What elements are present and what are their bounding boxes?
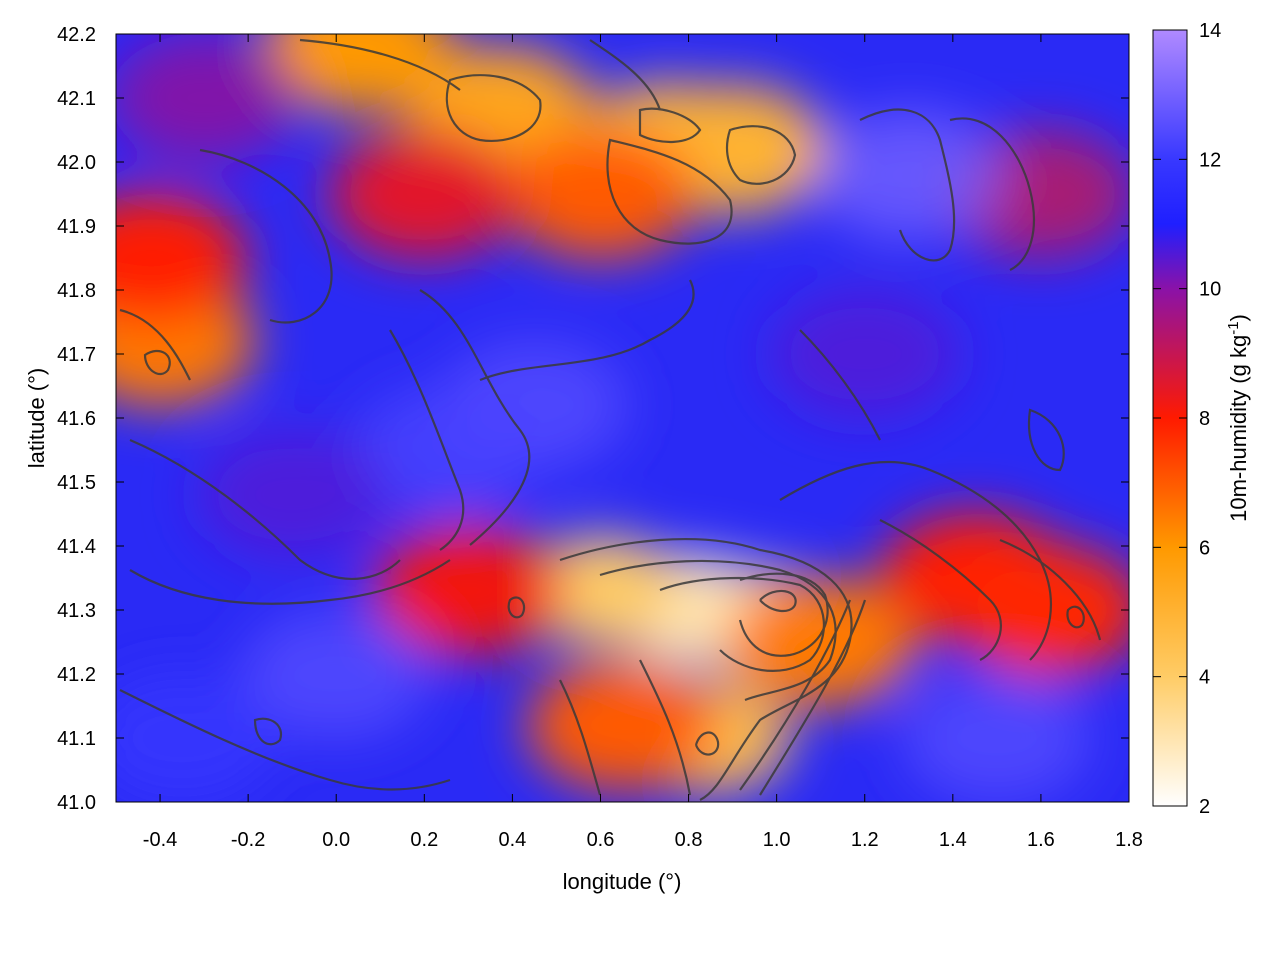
contour-line [725, 125, 797, 185]
contour-line [879, 519, 1002, 661]
field-sample [813, 109, 1004, 240]
field-sample [116, 34, 300, 163]
field-sample [351, 385, 542, 515]
x-axis: -0.4 -0.2 0.0 0.2 0.4 0.6 0.8 1.0 1.2 1.4 1.6 1.8 [143, 34, 1143, 851]
contour-line [129, 438, 401, 581]
y-tick-label: 41.5 [57, 472, 96, 494]
contour-line [759, 589, 797, 613]
field-sample [505, 129, 696, 259]
colorbar-tick-label: 14 [1199, 20, 1221, 42]
contour-line [199, 148, 333, 324]
x-tick-label: 0.8 [675, 829, 703, 851]
contour-line [507, 596, 526, 619]
contour-line [559, 679, 602, 796]
field-sample [527, 660, 718, 791]
x-tick-label: 0.6 [587, 829, 615, 851]
field-sample [520, 535, 681, 646]
y-tick-label: 42.2 [57, 24, 96, 46]
colorbar-tick-label: 10 [1199, 279, 1221, 301]
x-tick-label: 1.6 [1027, 829, 1055, 851]
contour-line [606, 138, 733, 245]
field-sample [241, 609, 432, 739]
field-sample [116, 193, 247, 323]
field-sample [954, 545, 1129, 675]
contour-line [299, 38, 461, 91]
plot-area [116, 34, 1129, 802]
contour-line [253, 717, 283, 746]
contour-line [1027, 408, 1065, 472]
y-tick-label: 41.6 [57, 408, 96, 430]
x-tick-label: -0.2 [231, 829, 265, 851]
contour-line [738, 572, 829, 657]
y-tick-label: 41.1 [57, 728, 96, 750]
x-axis-title: longitude (°) [563, 869, 682, 894]
contour-line [589, 39, 662, 111]
field-sample [769, 289, 960, 419]
colorbar-title: 10m-humidity (g kg-1) [1225, 314, 1252, 522]
contour-line [739, 599, 852, 791]
contour-line [759, 599, 867, 796]
contour-line [119, 689, 451, 791]
contour-line [859, 108, 956, 262]
field-sample [329, 129, 520, 259]
field-sample [116, 673, 278, 802]
contour-line [799, 329, 881, 441]
contour-line [129, 559, 451, 605]
y-tick-label: 41.4 [57, 536, 96, 558]
x-tick-label: 1.4 [939, 829, 967, 851]
colorbar-tick-label: 2 [1199, 796, 1210, 818]
x-tick-label: -0.4 [143, 829, 177, 851]
humidity-field [116, 34, 1129, 802]
contour-line [779, 460, 1052, 661]
contour-lines [119, 38, 1102, 801]
colorbar-tick-label: 4 [1199, 667, 1210, 689]
contour-line [389, 329, 465, 551]
contour-line [599, 559, 837, 702]
contour-line [445, 74, 542, 143]
contour-line [479, 279, 695, 382]
x-tick-label: 0.4 [498, 829, 526, 851]
x-tick-label: 1.0 [763, 829, 791, 851]
colorbar-tick-label: 6 [1199, 537, 1210, 559]
y-tick-label: 41.7 [57, 344, 96, 366]
colorbar-ticks: 2 4 6 8 10 12 14 [1153, 20, 1221, 818]
field-sample [263, 34, 454, 112]
contour-line [999, 538, 1102, 641]
contour-line [119, 308, 191, 381]
x-tick-label: 0.2 [410, 829, 438, 851]
contour-line [659, 576, 826, 672]
y-tick-label: 41.8 [57, 280, 96, 302]
y-axis: 41.0 41.1 41.2 41.3 41.4 41.5 41.6 41.7 41.8 41.9… [57, 24, 1129, 814]
y-tick-label: 41.2 [57, 664, 96, 686]
contour-line [419, 289, 531, 546]
contour-line [694, 731, 720, 756]
x-tick-label: 1.2 [851, 829, 879, 851]
y-axis-title: latitude (°) [24, 368, 49, 469]
x-tick-label: 1.8 [1115, 829, 1143, 851]
x-tick-label: 0.0 [322, 829, 350, 851]
y-tick-label: 41.0 [57, 792, 96, 814]
contour-line [1066, 605, 1085, 629]
colorbar-tick-label: 8 [1199, 408, 1210, 430]
contour-line [639, 659, 692, 796]
y-tick-label: 42.0 [57, 152, 96, 174]
colorbar-title-exponent: -1 [1225, 321, 1242, 334]
field-sample [373, 525, 564, 656]
y-tick-label: 41.3 [57, 600, 96, 622]
y-tick-label: 41.9 [57, 216, 96, 238]
contour-line [949, 117, 1035, 271]
field-sample [197, 429, 388, 560]
colorbar-tick-label: 12 [1199, 149, 1221, 171]
contour-line [143, 349, 171, 376]
contour-line [559, 538, 853, 801]
y-tick-label: 42.1 [57, 88, 96, 110]
field-sample [901, 673, 1092, 802]
